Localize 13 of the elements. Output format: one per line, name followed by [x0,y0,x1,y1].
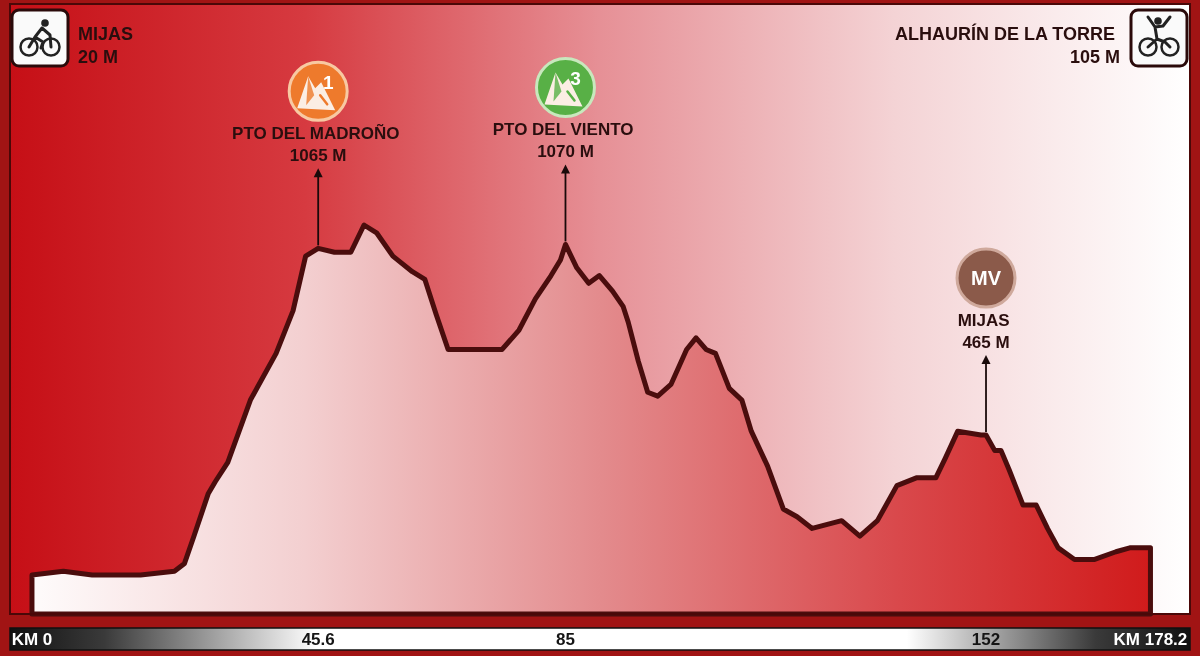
x-tick-label: KM 0 [11,630,53,649]
x-tick-label: 152 [971,630,1001,649]
text: 1 [322,72,334,94]
text: ALHAURÍN DE LA TORRE 105 M [894,23,1120,67]
annotation: MV [971,267,1002,290]
x-tick-label: KM 178.2 [1113,630,1188,649]
annotation: MIJAS 465 M [957,311,1015,353]
text: MIJAS 20 M [78,24,139,67]
x-tick-label: 45.6 [301,630,335,649]
x-tick-label: 85 [556,630,575,649]
text: 3 [570,68,581,90]
annotation: PTO DEL VIENTO 1070 M [492,120,639,162]
annotation: PTO DEL MADROÑO 1065 M [232,123,405,166]
